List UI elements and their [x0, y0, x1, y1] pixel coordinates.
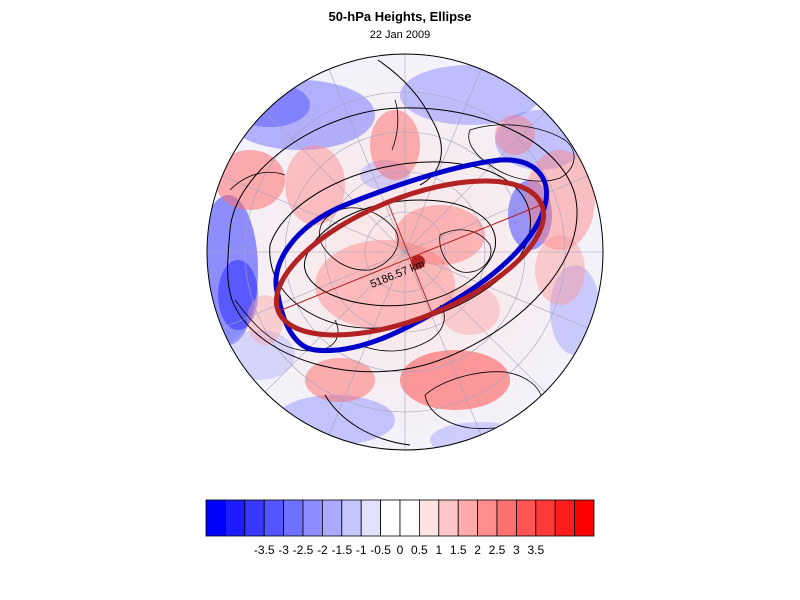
colorbar-tick-label: 0.5: [411, 543, 428, 557]
colorbar-box: [399, 499, 420, 537]
globe-outline: [206, 53, 604, 451]
vortex-edge-contour: [273, 157, 549, 354]
colorbar-tick-label: -1: [356, 543, 367, 557]
colorbar-tick-label: -1.5: [331, 543, 352, 557]
colorbar-tick-label: 3.5: [527, 543, 544, 557]
colorbar-tick-label: 2.5: [489, 543, 506, 557]
colorbar-box: [321, 499, 343, 537]
colorbar-tick-label: 2: [474, 543, 481, 557]
colorbar-tick-label: -0.5: [370, 543, 391, 557]
colorbar-tick-label: -2.5: [293, 543, 314, 557]
colorbar-box: [418, 499, 440, 537]
colorbar-tick-label: -3: [278, 543, 289, 557]
colorbar-box: [283, 499, 304, 537]
colorbar-box: [438, 499, 459, 537]
ellipse-minor-axis: [387, 202, 433, 314]
colorbar-box: [244, 499, 265, 537]
colorbar-tick-label: -3.5: [254, 543, 275, 557]
colorbar-box: [554, 499, 576, 537]
colorbar-box: [360, 499, 382, 537]
colorbar-tick-label: 1: [435, 543, 442, 557]
colorbar-box: [263, 499, 285, 537]
colorbar-box: [516, 499, 537, 537]
colorbar-box: [535, 499, 556, 537]
ellipse-center-marker: [411, 255, 425, 269]
height-contours: [227, 59, 578, 446]
colorbar-boxes: [205, 499, 595, 537]
colorbar-tick-label: 3: [513, 543, 520, 557]
colorbar-box: [496, 499, 517, 537]
colorbar-labels: -3.5 -3 -2.5 -2 -1.5 -1 -0.5 0 0.5 1 1.5 2 2.5 3 3.5: [254, 543, 545, 557]
colorbar-box: [477, 499, 498, 537]
colorbar-tick-label: 1.5: [450, 543, 467, 557]
colorbar-box: [224, 499, 246, 537]
chart-title: 50-hPa Heights, Ellipse: [328, 9, 472, 24]
chart-date: 22 Jan 2009: [369, 29, 431, 41]
colorbar-box: [341, 499, 362, 537]
colorbar-tick-label: -2: [317, 543, 328, 557]
colorbar-box: [574, 499, 595, 537]
coastlines: [229, 99, 575, 429]
colorbar-box: [205, 499, 226, 537]
colorbar-box: [302, 499, 323, 537]
ellipse-outline: [273, 178, 547, 338]
colorbar-box: [457, 499, 479, 537]
colorbar-tick-label: 0: [397, 543, 404, 557]
colorbar-box: [380, 499, 401, 537]
